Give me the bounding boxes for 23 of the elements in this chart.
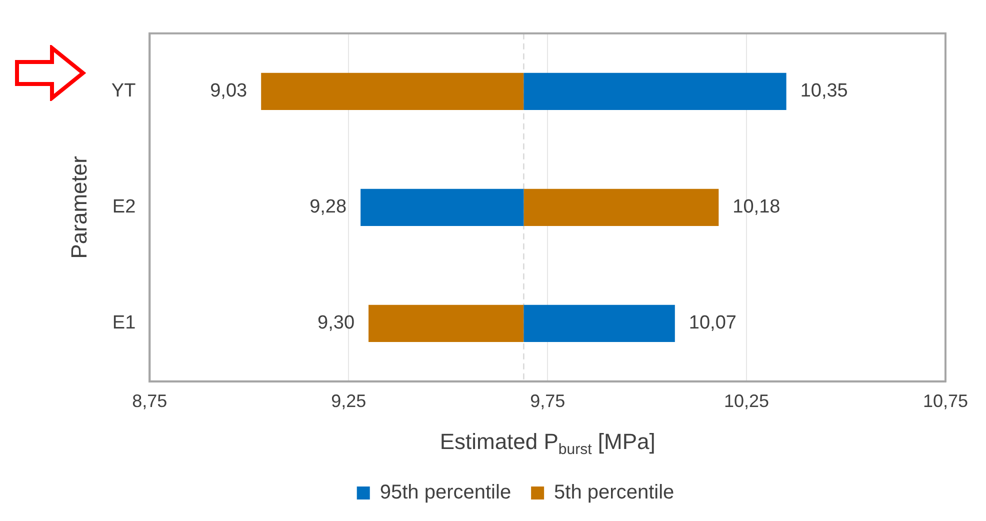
data-label: 10,07 xyxy=(688,312,736,334)
y-axis-title: Parameter xyxy=(66,156,92,259)
x-tick-label: 9,25 xyxy=(331,391,366,412)
legend-label: 95th percentile xyxy=(380,482,512,504)
y-tick-label: E1 xyxy=(112,312,136,334)
data-label: 9,03 xyxy=(210,80,248,102)
bar xyxy=(524,188,719,226)
y-tick-label: YT xyxy=(111,80,136,102)
x-tick-label: 9,75 xyxy=(530,391,566,412)
x-tick-label: 10,25 xyxy=(724,391,770,412)
bar xyxy=(360,188,524,226)
bar xyxy=(368,304,524,342)
data-label: 10,35 xyxy=(800,80,848,102)
x-tick-label: 10,75 xyxy=(922,391,968,412)
data-label: 10,18 xyxy=(732,196,780,218)
bar xyxy=(524,72,786,110)
x-tick-label: 8,75 xyxy=(132,391,168,412)
y-tick-label: E2 xyxy=(112,196,136,218)
bar xyxy=(261,72,524,110)
data-label: 9,28 xyxy=(310,196,347,218)
legend-label: 5th percentile xyxy=(554,482,674,504)
bar xyxy=(524,304,675,342)
data-label: 9,30 xyxy=(318,312,355,334)
